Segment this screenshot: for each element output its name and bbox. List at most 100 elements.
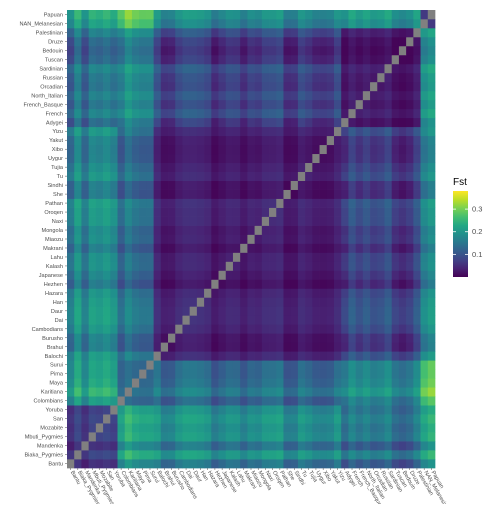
heatmap-cell bbox=[211, 387, 219, 397]
heatmap-cell bbox=[67, 360, 75, 370]
heatmap-cell bbox=[232, 189, 241, 199]
x-tick-label: Daur bbox=[192, 470, 203, 484]
heatmap-cell bbox=[377, 405, 385, 415]
heatmap-cell bbox=[153, 297, 162, 307]
heatmap-cell bbox=[81, 261, 89, 271]
heatmap-cell bbox=[391, 27, 400, 38]
heatmap-cell bbox=[74, 414, 82, 424]
heatmap-cell bbox=[182, 441, 191, 451]
heatmap-cell bbox=[290, 261, 299, 271]
heatmap-cell bbox=[427, 18, 436, 29]
heatmap-cell bbox=[333, 99, 342, 110]
heatmap-cell bbox=[384, 81, 393, 92]
heatmap-cell bbox=[211, 279, 219, 289]
heatmap-cell bbox=[254, 333, 263, 343]
heatmap-cell bbox=[117, 441, 126, 451]
heatmap-cell bbox=[175, 243, 183, 253]
heatmap-cell bbox=[88, 207, 97, 217]
heatmap-cell bbox=[398, 10, 407, 20]
heatmap-cell bbox=[131, 459, 140, 469]
colorbar-tick-label: 0.1 bbox=[472, 250, 482, 259]
heatmap-cell bbox=[312, 459, 320, 469]
heatmap-cell bbox=[276, 270, 284, 280]
heatmap-cell bbox=[74, 10, 82, 20]
heatmap-cell bbox=[269, 126, 277, 137]
heatmap-cell bbox=[247, 153, 255, 164]
heatmap-cell bbox=[319, 288, 328, 298]
heatmap-cell bbox=[204, 162, 212, 172]
heatmap-cell bbox=[225, 216, 234, 226]
heatmap-cell bbox=[427, 99, 436, 110]
heatmap-cell bbox=[247, 198, 255, 208]
heatmap-cell bbox=[348, 99, 356, 110]
heatmap-cell bbox=[189, 333, 198, 343]
heatmap-cell bbox=[146, 126, 154, 137]
heatmap-cell bbox=[406, 81, 414, 92]
heatmap-cell bbox=[211, 225, 219, 235]
heatmap-cell bbox=[218, 414, 227, 424]
heatmap-cell bbox=[131, 216, 140, 226]
heatmap-cell bbox=[110, 306, 118, 316]
heatmap-cell bbox=[384, 198, 393, 208]
heatmap-cell bbox=[153, 207, 162, 217]
heatmap-cell bbox=[153, 234, 162, 244]
heatmap-cell bbox=[391, 405, 400, 415]
heatmap-cell bbox=[139, 27, 147, 38]
heatmap-cell bbox=[182, 180, 191, 190]
heatmap-cell bbox=[377, 333, 385, 343]
heatmap-cell bbox=[427, 225, 436, 235]
heatmap-cell bbox=[131, 171, 140, 181]
y-tick-label: French bbox=[46, 111, 63, 117]
heatmap-cell bbox=[240, 324, 248, 334]
heatmap-cell bbox=[153, 10, 162, 20]
heatmap-cell bbox=[168, 225, 176, 235]
heatmap-cell bbox=[240, 423, 248, 433]
heatmap-cell bbox=[225, 387, 234, 397]
heatmap-cell bbox=[290, 126, 299, 137]
heatmap-cell bbox=[168, 171, 176, 181]
heatmap-cell bbox=[370, 225, 378, 235]
heatmap-cell bbox=[406, 36, 414, 47]
heatmap-cell bbox=[196, 189, 205, 199]
heatmap-cell bbox=[348, 297, 356, 307]
heatmap-cell bbox=[355, 396, 364, 406]
heatmap-cell bbox=[283, 432, 292, 442]
heatmap-cell bbox=[370, 36, 378, 47]
heatmap-cell bbox=[254, 234, 263, 244]
heatmap-cell bbox=[391, 36, 400, 47]
heatmap-cell bbox=[124, 207, 133, 217]
heatmap-cell bbox=[160, 18, 169, 29]
heatmap-cell bbox=[406, 396, 414, 406]
heatmap-cell bbox=[67, 261, 75, 271]
heatmap-cell bbox=[391, 387, 400, 397]
heatmap-cell bbox=[117, 360, 126, 370]
heatmap-cell bbox=[67, 405, 75, 415]
heatmap-cell bbox=[117, 180, 126, 190]
heatmap-cell bbox=[67, 351, 75, 361]
heatmap-cell bbox=[377, 324, 385, 334]
heatmap-cell bbox=[74, 225, 82, 235]
heatmap-cell bbox=[305, 243, 313, 253]
heatmap-cell bbox=[175, 72, 183, 83]
heatmap-cell bbox=[175, 180, 183, 190]
heatmap-cell bbox=[269, 10, 277, 20]
heatmap-cell bbox=[355, 153, 364, 164]
heatmap-cell bbox=[348, 288, 356, 298]
heatmap-cell bbox=[153, 90, 162, 101]
heatmap-cell bbox=[232, 351, 241, 361]
heatmap-cell bbox=[427, 144, 436, 155]
heatmap-cell bbox=[146, 36, 154, 47]
heatmap-cell bbox=[67, 36, 75, 47]
heatmap-cell bbox=[283, 90, 292, 101]
heatmap-cell bbox=[420, 45, 429, 56]
heatmap-cell bbox=[362, 99, 371, 110]
heatmap-cell bbox=[189, 315, 198, 325]
heatmap-cell bbox=[283, 63, 292, 74]
heatmap-cell bbox=[283, 333, 292, 343]
heatmap-cell bbox=[398, 27, 407, 38]
heatmap-cell bbox=[297, 270, 306, 280]
heatmap-cell bbox=[370, 387, 378, 397]
heatmap-cell bbox=[110, 432, 118, 442]
heatmap-cell bbox=[384, 99, 393, 110]
heatmap-cell bbox=[95, 351, 104, 361]
